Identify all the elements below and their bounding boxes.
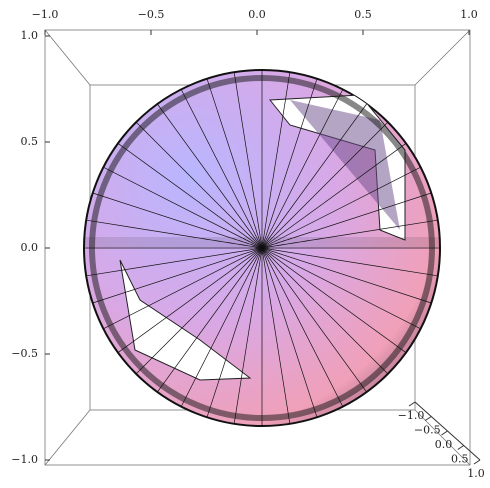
z-tick-label: −0.5	[414, 424, 441, 437]
z-tick	[409, 402, 415, 406]
x-tick-label: 1.0	[460, 8, 478, 21]
z-tick-label: −1.0	[398, 409, 425, 422]
y-tick-label: 0.0	[21, 241, 39, 254]
z-tick	[474, 460, 480, 464]
x-tick-label: −0.5	[138, 8, 165, 21]
y-tick-label: 1.0	[21, 29, 39, 42]
z-tick-label: 0.0	[435, 438, 453, 451]
y-tick-label: 0.5	[21, 135, 39, 148]
z-tick-label: 1.0	[467, 467, 485, 480]
z-tick-label: 0.5	[451, 453, 469, 466]
sphere-surface	[82, 68, 442, 428]
x-tick-label: 0.5	[354, 8, 372, 21]
x-tick-label: 0.0	[248, 8, 266, 21]
chart: −1.0−0.50.00.51.0−1.0−0.50.00.51.0−1.0−0…	[0, 0, 490, 484]
z-tick	[425, 417, 431, 421]
y-tick-label: −1.0	[11, 453, 38, 466]
x-tick-label: −1.0	[32, 8, 59, 21]
z-tick	[442, 431, 448, 435]
y-tick-label: −0.5	[11, 347, 38, 360]
z-tick	[458, 446, 464, 450]
